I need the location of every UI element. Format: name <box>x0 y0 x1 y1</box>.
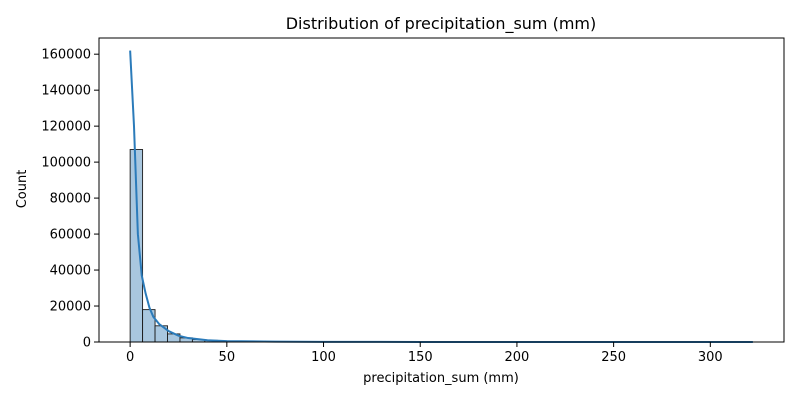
y-axis-label: Count <box>15 170 30 209</box>
x-axis-label: precipitation_sum (mm) <box>363 371 519 386</box>
y-tick-label: 160000 <box>41 48 91 63</box>
y-tick-label: 0 <box>83 336 91 351</box>
y-axis-ticks: 0 20000 40000 60000 80000 100000 120000 140000 1… <box>41 48 99 351</box>
x-tick-label: 100 <box>311 350 336 365</box>
x-tick-label: 0 <box>126 350 134 365</box>
y-tick-label: 60000 <box>50 228 91 243</box>
x-tick-label: 250 <box>601 350 626 365</box>
y-tick-label: 140000 <box>41 84 91 99</box>
x-axis-ticks: 0 50 100 150 200 250 300 <box>126 342 723 365</box>
histogram-bars <box>129 149 754 343</box>
y-tick-label: 80000 <box>50 192 91 207</box>
x-tick-label: 50 <box>219 350 236 365</box>
y-tick-label: 100000 <box>41 156 91 171</box>
kde-curve <box>129 50 753 343</box>
plot-area-frame <box>98 37 785 343</box>
x-tick-label: 150 <box>408 350 433 365</box>
chart-title: Distribution of precipitation_sum (mm) <box>286 14 597 34</box>
x-tick-label: 300 <box>698 350 723 365</box>
y-tick-label: 40000 <box>50 264 91 279</box>
x-tick-label: 200 <box>505 350 530 365</box>
y-tick-label: 20000 <box>50 300 91 315</box>
y-tick-label: 120000 <box>41 120 91 135</box>
